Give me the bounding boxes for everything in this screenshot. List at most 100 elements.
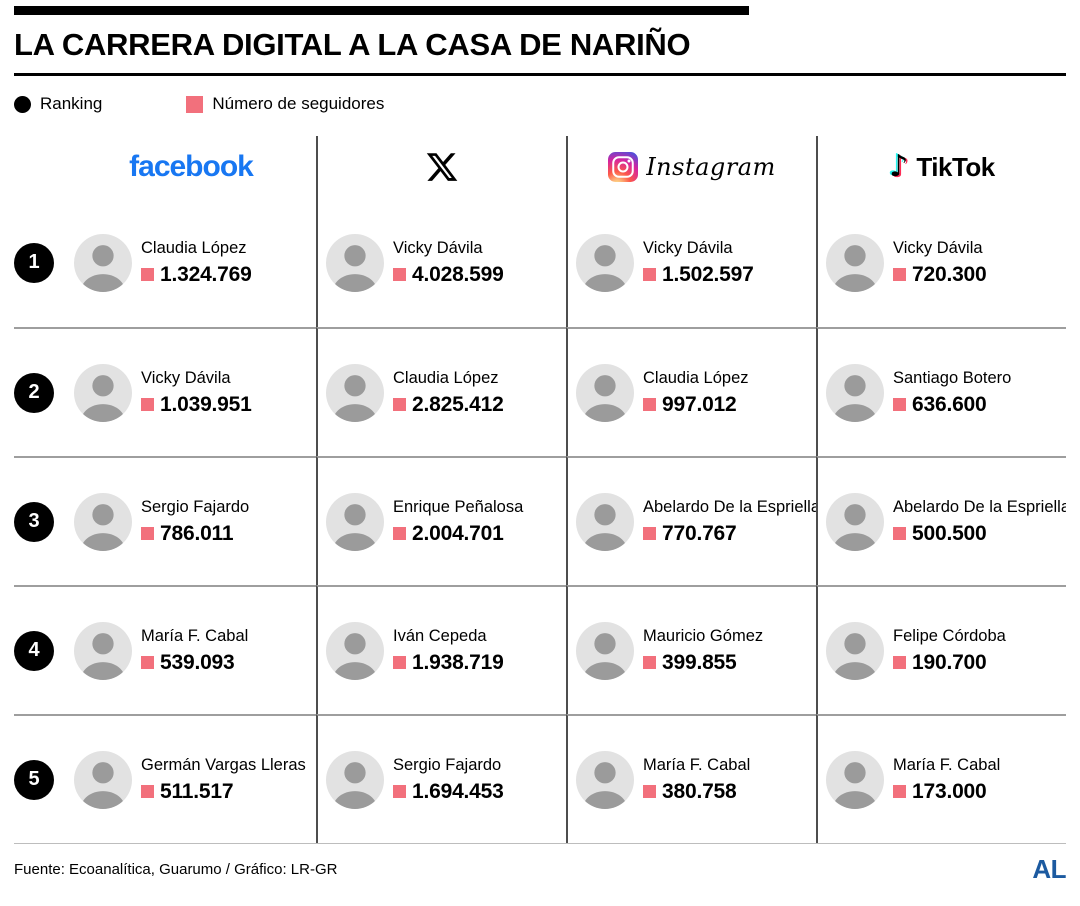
followers-marker <box>141 527 154 540</box>
avatar <box>576 492 634 551</box>
table-corner <box>14 136 66 198</box>
legend-ranking-label: Ranking <box>40 94 103 113</box>
followers-marker <box>141 656 154 669</box>
followers-marker <box>643 527 656 540</box>
followers-marker <box>393 785 406 798</box>
avatar <box>576 750 634 809</box>
instagram-icon <box>608 152 639 182</box>
avatar <box>74 492 132 551</box>
rank-cell: 3 <box>14 456 66 585</box>
tiktok-wordmark: TikTok <box>916 151 995 182</box>
candidate-name: Germán Vargas Lleras <box>141 755 306 774</box>
la-republica-logo: AL <box>1032 854 1066 884</box>
followers-marker <box>893 268 906 281</box>
followers-count: 500.500 <box>893 522 1064 546</box>
facebook-logo: facebook <box>129 150 254 183</box>
column-header-tiktok: ♪ TikTok <box>816 136 1066 198</box>
rank-cell: 4 <box>14 585 66 714</box>
avatar <box>576 233 634 292</box>
avatar <box>326 233 384 292</box>
entry-row4-instagram: Mauricio Gómez 399.855 <box>566 585 816 714</box>
candidate-name: Claudia López <box>141 238 247 257</box>
avatar <box>326 621 384 680</box>
entry-row1-instagram: Vicky Dávila 1.502.597 <box>566 198 816 327</box>
legend-followers-label: Número de seguidores <box>212 94 385 113</box>
followers-count: 1.502.597 <box>643 263 754 287</box>
x-logo-icon <box>425 150 459 184</box>
followers-marker <box>393 656 406 669</box>
rank-cell: 5 <box>14 714 66 843</box>
candidate-name: Vicky Dávila <box>393 238 483 257</box>
entry-row5-tiktok: María F. Cabal 173.000 <box>816 714 1066 843</box>
avatar <box>826 750 884 809</box>
followers-marker <box>643 268 656 281</box>
column-header-instagram: Instagram <box>566 136 816 198</box>
candidate-name: Abelardo De la Espriella <box>643 497 816 516</box>
followers-count: 997.012 <box>643 393 749 417</box>
entry-row5-facebook: Germán Vargas Lleras 511.517 <box>66 714 316 843</box>
rank-badge: 4 <box>14 630 54 671</box>
followers-marker <box>893 527 906 540</box>
followers-marker <box>893 785 906 798</box>
followers-count: 2.825.412 <box>393 393 504 417</box>
followers-count: 173.000 <box>893 780 1000 804</box>
entry-row3-facebook: Sergio Fajardo 786.011 <box>66 456 316 585</box>
followers-count: 636.600 <box>893 393 1011 417</box>
followers-marker <box>141 785 154 798</box>
candidate-name: María F. Cabal <box>643 755 751 774</box>
avatar <box>74 750 132 809</box>
followers-marker <box>393 398 406 411</box>
followers-count: 770.767 <box>643 522 814 546</box>
entry-row3-instagram: Abelardo De la Espriella 770.767 <box>566 456 816 585</box>
avatar <box>326 492 384 551</box>
entry-row2-x: Claudia López 2.825.412 <box>316 327 566 456</box>
entry-row4-tiktok: Felipe Córdoba 190.700 <box>816 585 1066 714</box>
rank-badge: 5 <box>14 759 54 800</box>
candidate-name: Vicky Dávila <box>893 238 983 257</box>
followers-count: 1.324.769 <box>141 263 252 287</box>
avatar <box>576 621 634 680</box>
followers-count: 380.758 <box>643 780 750 804</box>
followers-marker <box>643 398 656 411</box>
entry-row3-x: Enrique Peñalosa 2.004.701 <box>316 456 566 585</box>
candidate-name: Claudia López <box>643 368 749 387</box>
candidate-name: Santiago Botero <box>893 368 1012 387</box>
entry-row1-x: Vicky Dávila 4.028.599 <box>316 198 566 327</box>
tiktok-icon: ♪ <box>889 149 909 184</box>
column-header-x <box>316 136 566 198</box>
followers-count: 399.855 <box>643 651 763 675</box>
candidate-name: Claudia López <box>393 368 499 387</box>
candidate-name: Mauricio Gómez <box>643 626 764 645</box>
rank-cell: 1 <box>14 198 66 327</box>
followers-marker <box>643 656 656 669</box>
entry-row1-tiktok: Vicky Dávila 720.300 <box>816 198 1066 327</box>
followers-count: 720.300 <box>893 263 987 287</box>
rank-badge: 1 <box>14 242 54 283</box>
candidate-name: Enrique Peñalosa <box>393 497 524 516</box>
avatar <box>826 621 884 680</box>
infographic: LA CARRERA DIGITAL A LA CASA DE NARIÑO R… <box>0 6 1080 906</box>
ranking-dot-icon <box>14 95 31 113</box>
legend-item-followers: Número de seguidores <box>186 94 384 114</box>
candidate-name: Vicky Dávila <box>643 238 733 257</box>
followers-count: 539.093 <box>141 651 248 675</box>
entry-row4-x: Iván Cepeda 1.938.719 <box>316 585 566 714</box>
candidate-name: Abelardo De la Espriella <box>893 497 1066 516</box>
candidate-name: Felipe Córdoba <box>893 626 1006 645</box>
followers-count: 4.028.599 <box>393 263 504 287</box>
source-credit: Fuente: Ecoanalítica, Guarumo / Gráfico:… <box>14 861 338 878</box>
followers-square-icon <box>186 95 204 113</box>
followers-count: 511.517 <box>141 780 306 804</box>
avatar <box>326 363 384 422</box>
followers-count: 2.004.701 <box>393 522 523 546</box>
followers-count: 1.039.951 <box>141 393 252 417</box>
avatar <box>576 363 634 422</box>
followers-count: 786.011 <box>141 522 249 546</box>
entry-row2-tiktok: Santiago Botero 636.600 <box>816 327 1066 456</box>
entry-row3-tiktok: Abelardo De la Espriella 500.500 <box>816 456 1066 585</box>
followers-marker <box>893 656 906 669</box>
avatar <box>826 233 884 292</box>
footer-divider <box>14 843 1066 844</box>
title-rule <box>14 73 1066 76</box>
candidate-name: María F. Cabal <box>141 626 249 645</box>
